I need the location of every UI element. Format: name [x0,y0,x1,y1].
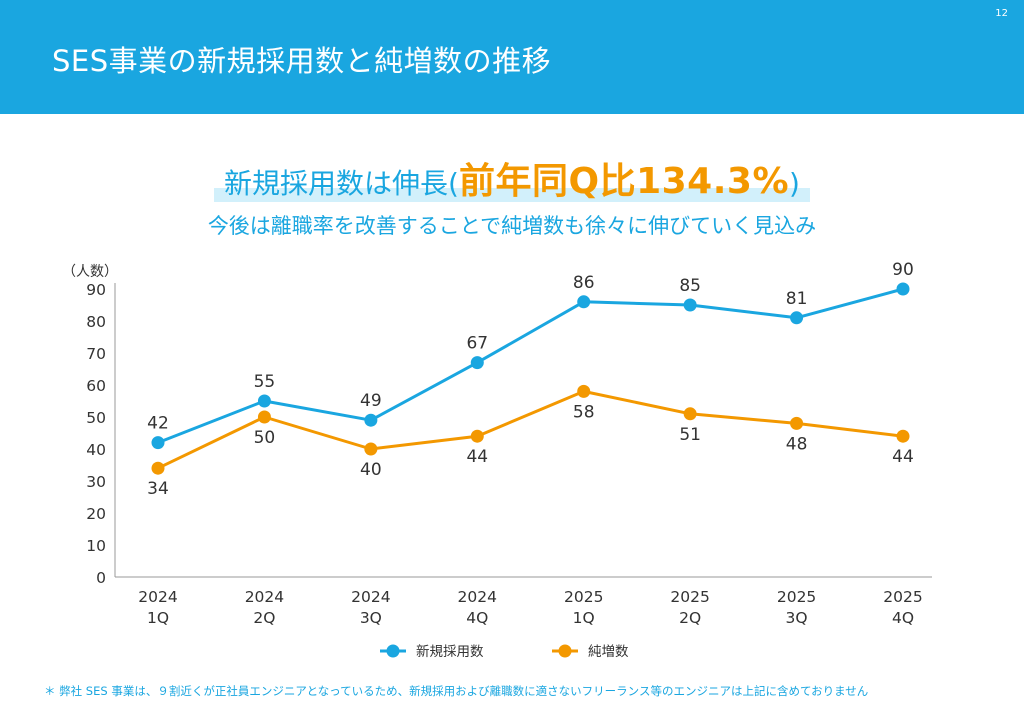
data-label: 48 [786,434,808,454]
line-chart: （人数） 0 10 20 30 40 50 60 70 80 90 2024 1Q 2024 2Q 2024 3… [62,260,932,660]
legend-label: 新規採用数 [416,644,484,660]
data-point [683,298,697,312]
data-label: 90 [892,260,914,280]
y-tick-label: 30 [86,473,106,491]
x-tick-label: 2024 2Q [245,588,284,627]
page-number: 12 [995,8,1008,19]
data-point [896,282,910,296]
x-tick-label: 2025 3Q [777,588,816,627]
subheadline: 今後は離職率を改善することで純増数も徐々に伸びていく見込み [207,214,817,238]
header-bar: SES事業の新規採用数と純増数の推移 12 [0,0,1024,114]
data-point [896,429,910,443]
x-tick-label: 2024 1Q [138,588,177,627]
data-label: 55 [254,372,276,392]
data-label: 40 [360,460,382,480]
data-label: 85 [679,276,701,296]
data-point [257,410,271,424]
series-line [157,389,904,470]
y-tick-label: 80 [86,313,106,331]
headline: 新規採用数は伸長(前年同Q比134.3%) [0,152,1024,204]
footnote: ＊ 弊社 SES 事業は、９割近くが正社員エンジニアとなっているため、新規採用お… [44,684,869,698]
data-point [577,295,591,309]
legend-marker [558,644,572,658]
data-label: 34 [147,479,169,499]
legend-marker [386,644,400,658]
data-point [257,394,271,408]
y-tick-label: 20 [86,505,106,523]
data-point [470,429,484,443]
legend-label: 純増数 [588,644,629,660]
data-label: 67 [466,334,488,354]
headline-open-paren: ( [448,167,459,200]
x-tick-label: 2024 3Q [351,588,390,627]
headline-prefix: 新規採用数は伸長 [224,167,449,200]
headline-close-paren: ) [789,167,800,200]
data-label: 58 [573,402,595,422]
data-point [151,436,165,450]
data-label: 81 [786,289,808,309]
x-tick-label: 2025 2Q [670,588,709,627]
y-tick-label: 90 [86,281,106,299]
data-label: 44 [466,447,488,467]
y-tick-label: 50 [86,409,106,427]
data-point [364,442,378,456]
headline-underline [214,188,810,202]
headline-inner: 新規採用数は伸長(前年同Q比134.3%) [214,152,810,204]
page-title: SES事業の新規採用数と純増数の推移 [52,44,552,78]
data-label: 42 [147,414,169,434]
y-tick-label: 70 [86,345,106,363]
x-tick-label: 2025 1Q [564,588,603,627]
y-tick-label: 0 [96,569,106,587]
series-line [157,287,904,444]
data-point [577,384,591,398]
y-tick-label: 10 [86,537,106,555]
y-axis-label: （人数） [62,264,118,280]
data-point [470,356,484,370]
y-tick-label: 40 [86,441,106,459]
data-point [683,407,697,421]
headline-highlight: 前年同Q比134.3% [458,161,790,202]
data-point [151,461,165,475]
y-tick-label: 60 [86,377,106,395]
data-label: 50 [254,428,276,448]
x-tick-label: 2024 4Q [458,588,497,627]
x-tick-label: 2025 4Q [883,588,922,627]
data-point [790,416,804,430]
data-label: 86 [573,273,595,293]
data-point [790,311,804,325]
data-label: 49 [360,391,382,411]
data-label: 51 [679,425,701,445]
data-label: 44 [892,447,914,467]
data-point [364,413,378,427]
